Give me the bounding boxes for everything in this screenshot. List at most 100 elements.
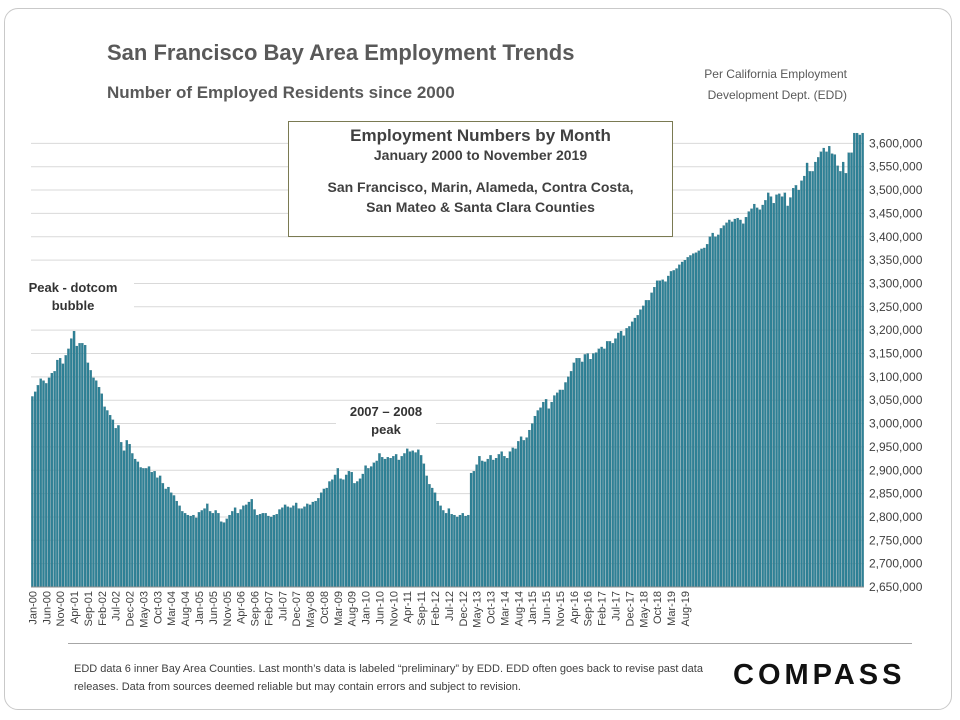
bar xyxy=(514,448,517,588)
bar xyxy=(444,513,448,588)
bar xyxy=(508,451,512,588)
bar xyxy=(639,309,642,588)
x-tick-label: Apr-16 xyxy=(569,591,581,624)
bar xyxy=(92,377,95,588)
y-tick-label: 2,700,000 xyxy=(869,557,923,571)
bar xyxy=(381,457,384,588)
bar xyxy=(275,514,278,588)
bar xyxy=(267,515,270,588)
bar xyxy=(142,468,145,588)
bar xyxy=(786,205,789,588)
bar xyxy=(361,473,364,588)
bar xyxy=(111,419,115,588)
bar xyxy=(722,225,725,588)
x-tick-label: Oct-18 xyxy=(652,591,664,624)
y-tick-label: 3,550,000 xyxy=(869,160,923,174)
bar xyxy=(661,279,664,588)
bar xyxy=(106,410,109,588)
bar xyxy=(428,484,431,588)
bar xyxy=(461,513,464,588)
y-tick-label: 2,800,000 xyxy=(869,510,923,524)
bar xyxy=(778,193,781,588)
bar xyxy=(578,358,581,588)
bar xyxy=(569,371,573,588)
bar xyxy=(714,236,717,588)
info-box-date-range: January 2000 to November 2019 xyxy=(373,147,588,163)
bar xyxy=(256,514,259,588)
bar xyxy=(494,458,498,588)
bar xyxy=(306,503,309,588)
x-tick-label: Mar-09 xyxy=(333,591,345,626)
bar xyxy=(220,521,223,588)
bar xyxy=(836,165,839,588)
x-tick-label: Dec-02 xyxy=(125,591,137,626)
x-tick-label: May-08 xyxy=(305,591,317,628)
bar xyxy=(653,287,656,588)
bar xyxy=(511,447,514,588)
bar xyxy=(506,458,509,588)
bar xyxy=(264,513,267,588)
bar xyxy=(356,481,359,588)
x-tick-label: Jul-02 xyxy=(111,591,123,621)
bar xyxy=(83,344,87,588)
bar xyxy=(139,467,142,588)
x-tick-label: Oct-08 xyxy=(319,591,331,624)
bar xyxy=(247,501,251,588)
bar xyxy=(850,152,853,588)
bar xyxy=(414,452,417,588)
x-tick-label: Jan-10 xyxy=(361,591,373,625)
bar xyxy=(53,371,56,588)
bar xyxy=(739,219,742,588)
page-subtitle: Number of Employed Residents since 2000 xyxy=(107,83,455,102)
bar xyxy=(278,509,281,588)
source-note: Per California Employment Development De… xyxy=(647,64,847,106)
bar xyxy=(789,197,792,588)
counties-line-1: San Francisco, Marin, Alameda, Contra Co… xyxy=(327,179,634,195)
bar xyxy=(808,171,812,588)
bar xyxy=(331,479,334,588)
bar xyxy=(239,509,242,588)
bar xyxy=(636,315,639,588)
bar xyxy=(56,359,59,588)
bar xyxy=(753,203,756,588)
x-tick-label: Jun-15 xyxy=(541,591,553,625)
bar xyxy=(483,461,487,588)
bar xyxy=(733,218,737,588)
y-tick-label: 2,750,000 xyxy=(869,533,923,547)
bar xyxy=(619,330,623,588)
bar xyxy=(600,346,603,588)
bar xyxy=(642,305,645,588)
bar xyxy=(167,486,170,588)
bar xyxy=(822,147,825,588)
y-tick-label: 3,100,000 xyxy=(869,370,923,384)
bar xyxy=(747,211,750,588)
bar xyxy=(692,253,695,588)
y-tick-label: 3,200,000 xyxy=(869,323,923,337)
bar xyxy=(164,488,167,588)
y-tick-label: 2,650,000 xyxy=(869,580,923,594)
x-tick-label: Mar-04 xyxy=(166,591,178,626)
bar xyxy=(700,248,703,588)
bar xyxy=(192,514,195,588)
x-tick-label: Jan-05 xyxy=(194,591,206,625)
bar xyxy=(469,472,473,588)
bar xyxy=(156,477,159,588)
bar xyxy=(50,373,54,588)
bar xyxy=(825,151,828,588)
bar xyxy=(533,415,537,588)
bar xyxy=(708,236,712,588)
bar xyxy=(458,514,462,588)
bar xyxy=(594,352,598,588)
bar xyxy=(628,326,631,588)
x-tick-label: Aug-04 xyxy=(180,591,192,626)
bar xyxy=(175,500,178,588)
bar xyxy=(297,508,301,588)
bar xyxy=(442,510,445,588)
bar xyxy=(761,204,764,588)
bar xyxy=(208,511,212,588)
bar xyxy=(767,192,770,588)
bar xyxy=(286,506,290,588)
bar xyxy=(122,450,126,588)
bar xyxy=(281,507,284,588)
